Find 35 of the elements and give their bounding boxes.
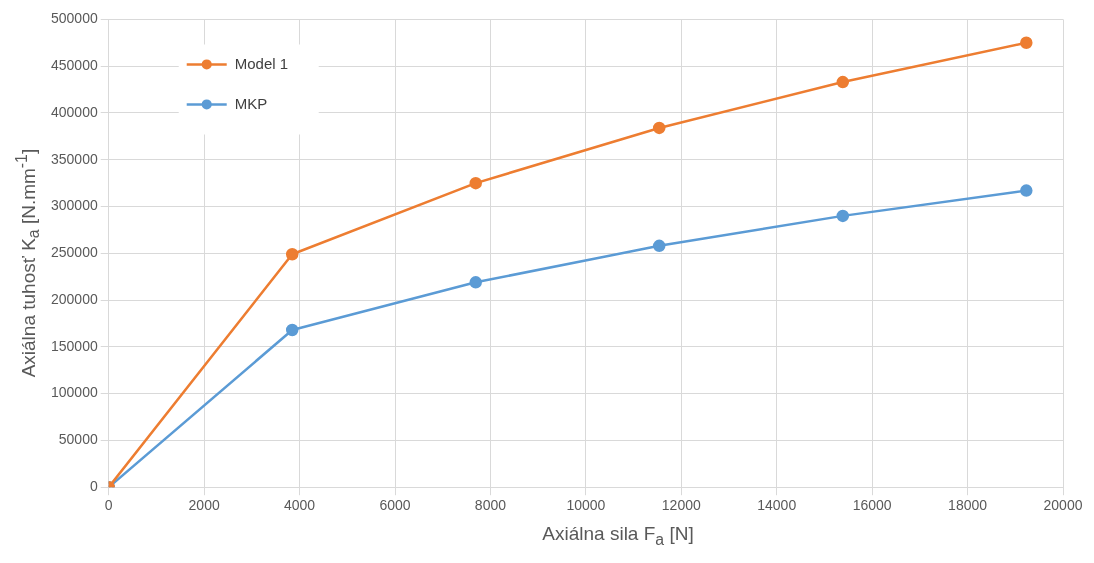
y-tick-label: 400000 — [51, 103, 98, 120]
y-tick-label: 250000 — [51, 244, 98, 261]
point — [469, 276, 482, 289]
point — [652, 121, 666, 135]
point — [285, 323, 299, 337]
legend-label: Model 1 — [234, 54, 289, 72]
x-axis-title: Axiálna sila F$_{a}$ [N] — [541, 523, 695, 549]
point — [469, 176, 482, 190]
y-tick-label: 300000 — [51, 197, 98, 214]
x-tick-label: 0 — [104, 497, 113, 514]
y-tick-label: 0 — [89, 478, 98, 495]
y-tick-label: 450000 — [51, 57, 98, 74]
y-tick-label: 50000 — [58, 431, 98, 448]
x-tick-label: 2000 — [188, 497, 220, 514]
x-tick-label: 18000 — [948, 497, 988, 514]
x-tick-label: 8000 — [474, 497, 507, 514]
point — [652, 239, 666, 253]
point — [1020, 36, 1033, 50]
x-tick-label: 10000 — [566, 497, 606, 514]
y-tick-label: 350000 — [51, 150, 98, 167]
x-tick-label: 6000 — [379, 497, 411, 514]
x-tick-label: 4000 — [284, 497, 316, 514]
x-tick-label: 16000 — [852, 497, 892, 514]
x-tick-label: 20000 — [1043, 497, 1083, 514]
y-tick-label: 150000 — [51, 337, 98, 354]
point — [836, 75, 850, 89]
y-tick-label: 200000 — [51, 290, 98, 307]
y-tick-label: 500000 — [51, 10, 98, 27]
x-tick-label: 14000 — [757, 497, 797, 514]
point — [1020, 184, 1033, 197]
point — [836, 209, 850, 223]
x-tick-label: 12000 — [661, 497, 701, 514]
y-tick-label: 100000 — [51, 384, 98, 401]
point — [285, 247, 299, 261]
legend-label: MKP — [234, 94, 268, 112]
